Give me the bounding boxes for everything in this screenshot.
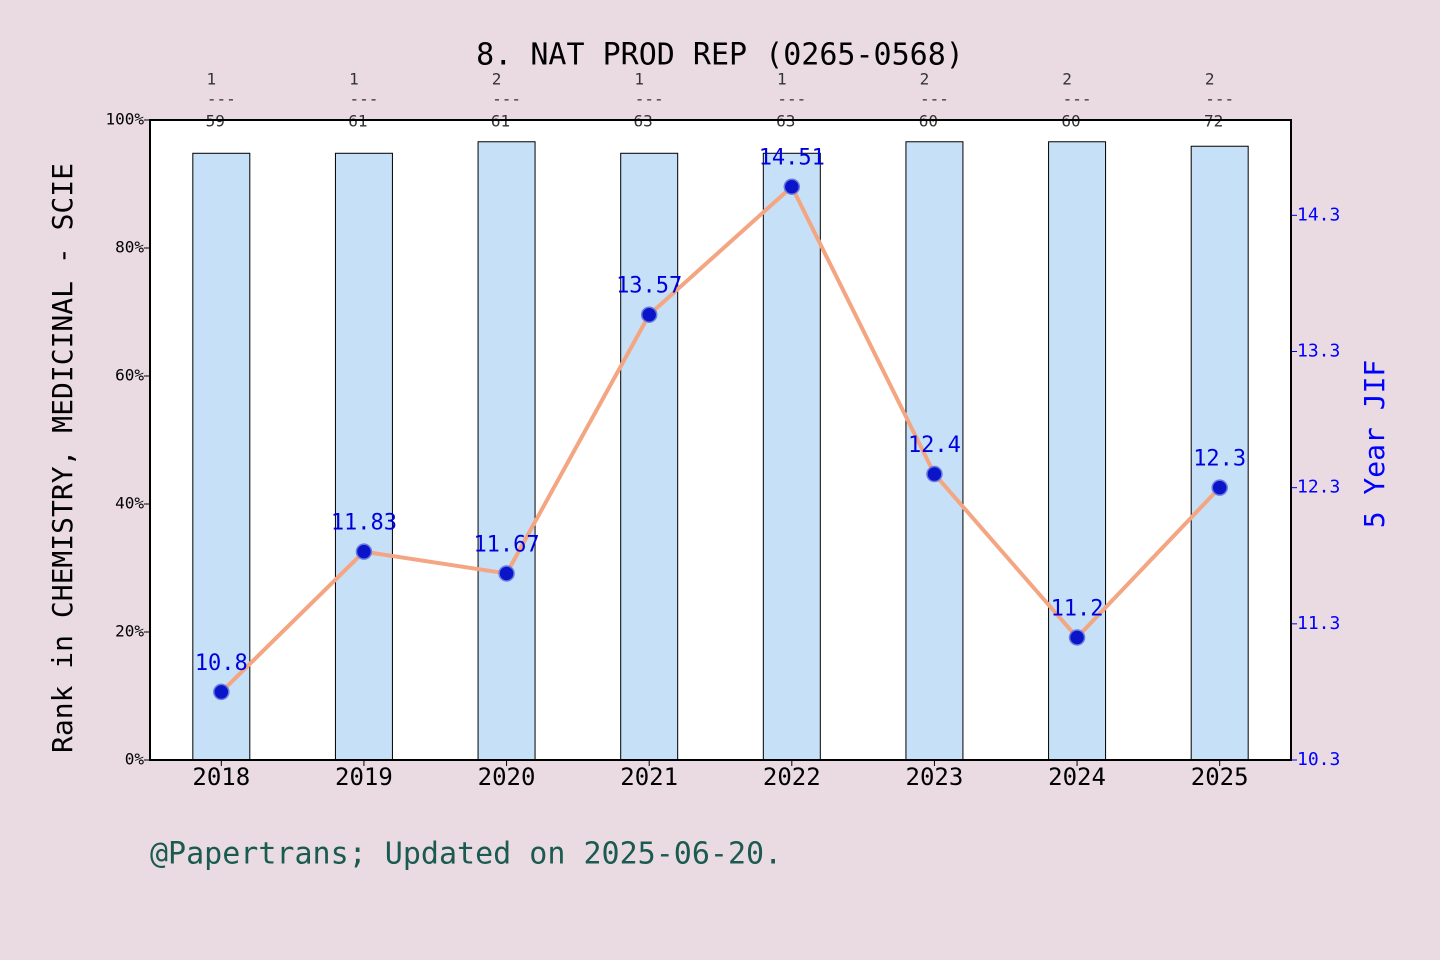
x-tick-label: 2024 — [1048, 763, 1106, 791]
y-tick-label: 80% — [115, 238, 144, 257]
rank-separator: --- — [1205, 90, 1234, 109]
plot-area — [150, 120, 1291, 760]
marker — [783, 178, 801, 195]
marker — [355, 543, 373, 560]
line — [219, 183, 1222, 694]
bar — [620, 152, 679, 761]
data-label: 10.8 — [195, 651, 248, 676]
y2-tick-label: 11.3 — [1297, 613, 1340, 634]
data-label: 13.57 — [616, 274, 682, 299]
marker — [213, 683, 230, 701]
plot-frame — [149, 119, 1292, 761]
data-label: 11.2 — [1051, 596, 1104, 621]
x-tick-label: 2023 — [906, 763, 964, 791]
y-tick-label: 40% — [115, 494, 144, 513]
rank-separator: --- — [349, 90, 378, 109]
y2-axis-label: 5 Year JIF — [1358, 360, 1391, 529]
rank-separator: --- — [777, 90, 806, 109]
rank-label: 1 — [349, 70, 359, 89]
rank-separator: --- — [920, 90, 949, 109]
y-tick-label: 60% — [115, 366, 144, 385]
bar — [1048, 141, 1107, 761]
y2-tick-label: 13.3 — [1297, 340, 1340, 361]
y2-tick-label: 10.3 — [1297, 749, 1340, 770]
rank-label: 1 — [206, 70, 216, 89]
bar — [334, 152, 393, 761]
marker — [926, 465, 943, 483]
data-label: 11.83 — [331, 511, 397, 536]
x-tick-label: 2020 — [478, 763, 536, 791]
rank-label: 2 — [920, 70, 930, 89]
rank-separator: --- — [492, 90, 521, 109]
marker — [640, 306, 658, 323]
marker — [1068, 629, 1086, 646]
x-tick-label: 2018 — [192, 763, 250, 791]
chart-title: 8. NAT PROD REP (0265-0568) — [476, 38, 964, 73]
rank-label: 2 — [1062, 70, 1072, 89]
rank-label: 1 — [777, 70, 787, 89]
bar — [477, 141, 536, 761]
data-label: 12.4 — [908, 433, 961, 458]
marker — [1211, 479, 1228, 496]
y2-tick-label: 12.3 — [1297, 477, 1340, 498]
rank-label: 2 — [1205, 70, 1215, 89]
rank-separator: --- — [1063, 90, 1092, 109]
bar — [762, 152, 821, 761]
y2-tick-label: 14.3 — [1297, 204, 1340, 225]
rank-separator: --- — [207, 90, 236, 109]
rank-separator: --- — [635, 90, 664, 109]
rank-label: 1 — [634, 70, 644, 89]
footer-note: @Papertrans; Updated on 2025-06-20. — [150, 837, 782, 872]
bar — [1190, 145, 1249, 761]
y-tick-label: 0% — [125, 750, 145, 769]
data-label: 14.51 — [759, 146, 825, 171]
bar — [192, 152, 251, 761]
y-axis-label: Rank in CHEMISTRY, MEDICINAL - SCIE — [46, 163, 79, 753]
y-tick-label: 100% — [105, 110, 144, 129]
x-tick-label: 2021 — [620, 763, 678, 791]
y-tick-label: 20% — [115, 622, 144, 641]
x-tick-label: 2025 — [1191, 763, 1249, 791]
data-label: 12.3 — [1193, 447, 1246, 472]
rank-label: 2 — [492, 70, 502, 89]
x-tick-label: 2022 — [763, 763, 821, 791]
marker — [498, 565, 515, 582]
x-tick-label: 2019 — [335, 763, 393, 791]
data-label: 11.67 — [473, 532, 539, 557]
bar — [905, 141, 964, 761]
